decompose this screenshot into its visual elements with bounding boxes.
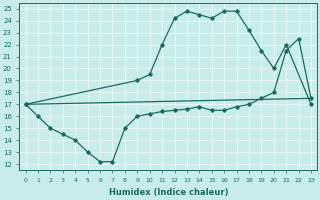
X-axis label: Humidex (Indice chaleur): Humidex (Indice chaleur) xyxy=(108,188,228,197)
